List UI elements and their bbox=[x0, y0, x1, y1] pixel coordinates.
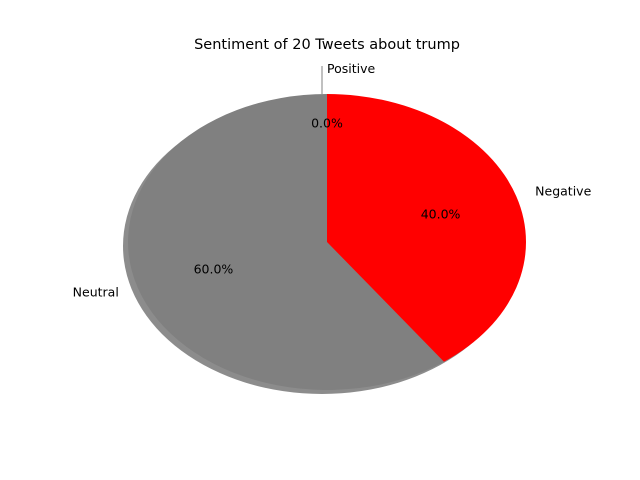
slice-label-negative: Negative bbox=[535, 184, 591, 199]
chart-title: Sentiment of 20 Tweets about trump bbox=[194, 37, 460, 53]
slice-label-positive: Positive bbox=[327, 61, 375, 76]
pie-slice-negative bbox=[327, 94, 527, 362]
slice-label-neutral: Neutral bbox=[73, 284, 119, 299]
pie-percent-labels: 0.0% 60.0% 40.0% bbox=[194, 116, 461, 277]
pie-labels: Positive Neutral Negative bbox=[73, 61, 592, 299]
slice-percent-neutral: 60.0% bbox=[194, 261, 234, 276]
slice-percent-negative: 40.0% bbox=[421, 207, 461, 222]
pie-slice-neutral bbox=[128, 94, 444, 390]
pie-slices bbox=[128, 94, 527, 390]
slice-percent-positive: 0.0% bbox=[311, 116, 343, 131]
